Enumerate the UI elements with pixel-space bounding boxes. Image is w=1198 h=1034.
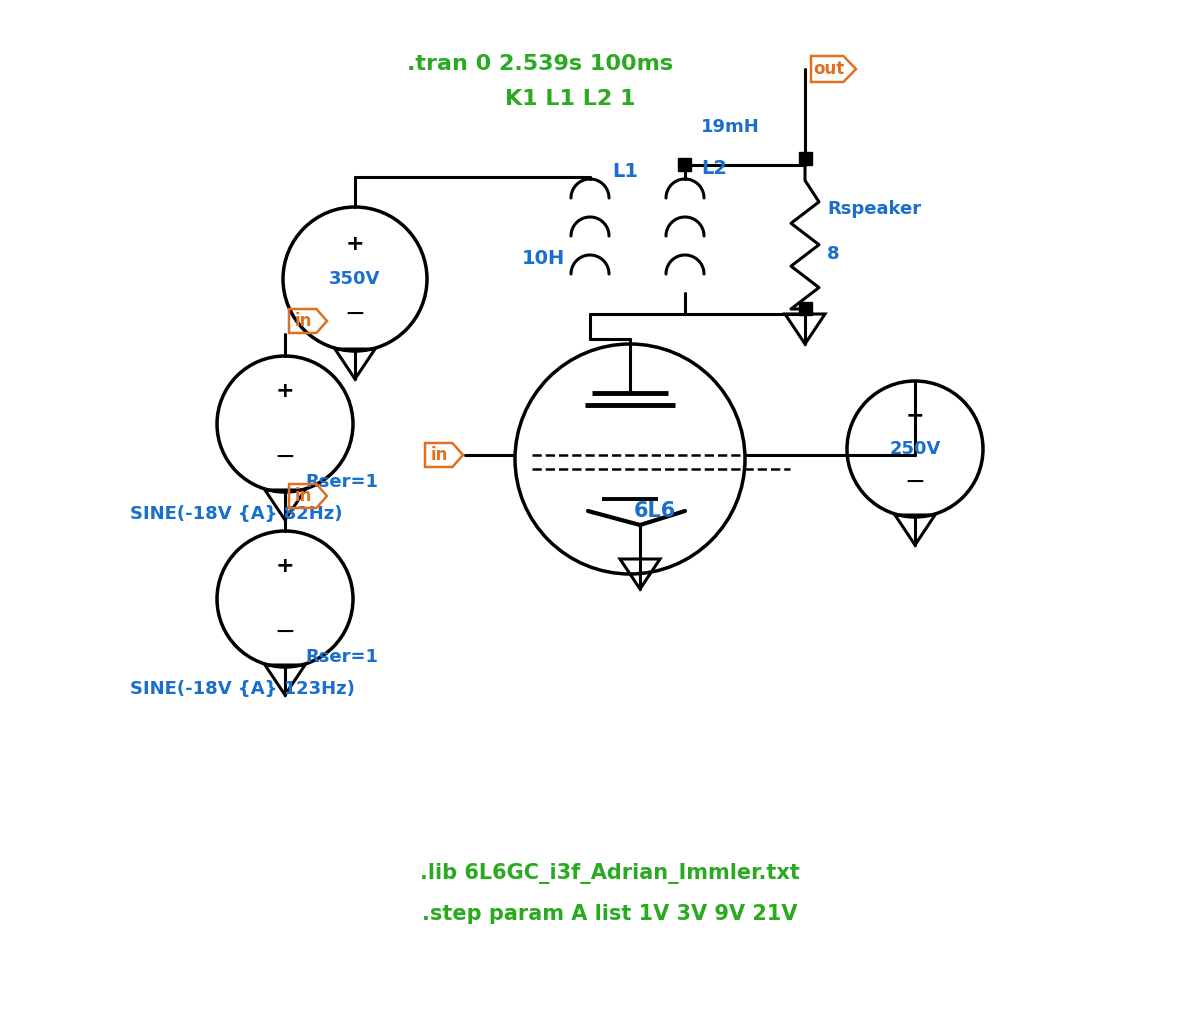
Text: Rspeaker: Rspeaker	[827, 200, 921, 218]
Text: 8: 8	[827, 245, 840, 263]
Text: +: +	[906, 406, 925, 426]
Text: +: +	[346, 235, 364, 254]
Text: SINE(-18V {A} 82Hz): SINE(-18V {A} 82Hz)	[131, 505, 343, 523]
Bar	[678, 158, 691, 172]
Text: 250V: 250V	[889, 440, 940, 458]
Text: in: in	[295, 487, 313, 505]
Text: 6L6: 6L6	[634, 501, 676, 521]
Text: +: +	[276, 382, 295, 401]
Text: −: −	[274, 619, 296, 643]
Text: .tran 0 2.539s 100ms: .tran 0 2.539s 100ms	[407, 54, 673, 74]
Text: +: +	[276, 556, 295, 576]
Text: −: −	[274, 445, 296, 468]
Bar	[799, 152, 811, 165]
Text: L1: L1	[612, 162, 639, 182]
Text: in: in	[431, 446, 448, 464]
Text: 10H: 10H	[522, 249, 565, 269]
Text: out: out	[813, 60, 845, 78]
Text: L2: L2	[701, 159, 727, 179]
Text: SINE(-18V {A} 123Hz): SINE(-18V {A} 123Hz)	[131, 680, 355, 698]
Text: K1 L1 L2 1: K1 L1 L2 1	[504, 89, 635, 109]
Text: −: −	[345, 302, 365, 326]
Text: Rser=1: Rser=1	[305, 473, 379, 491]
Text: .step param A list 1V 3V 9V 21V: .step param A list 1V 3V 9V 21V	[422, 904, 798, 924]
Text: 350V: 350V	[329, 270, 381, 288]
Text: Rser=1: Rser=1	[305, 648, 379, 666]
Text: 19mH: 19mH	[701, 118, 760, 136]
Text: in: in	[295, 312, 313, 330]
Text: −: −	[904, 469, 926, 493]
Bar	[799, 303, 811, 315]
Text: .lib 6L6GC_i3f_Adrian_Immler.txt: .lib 6L6GC_i3f_Adrian_Immler.txt	[420, 863, 800, 884]
